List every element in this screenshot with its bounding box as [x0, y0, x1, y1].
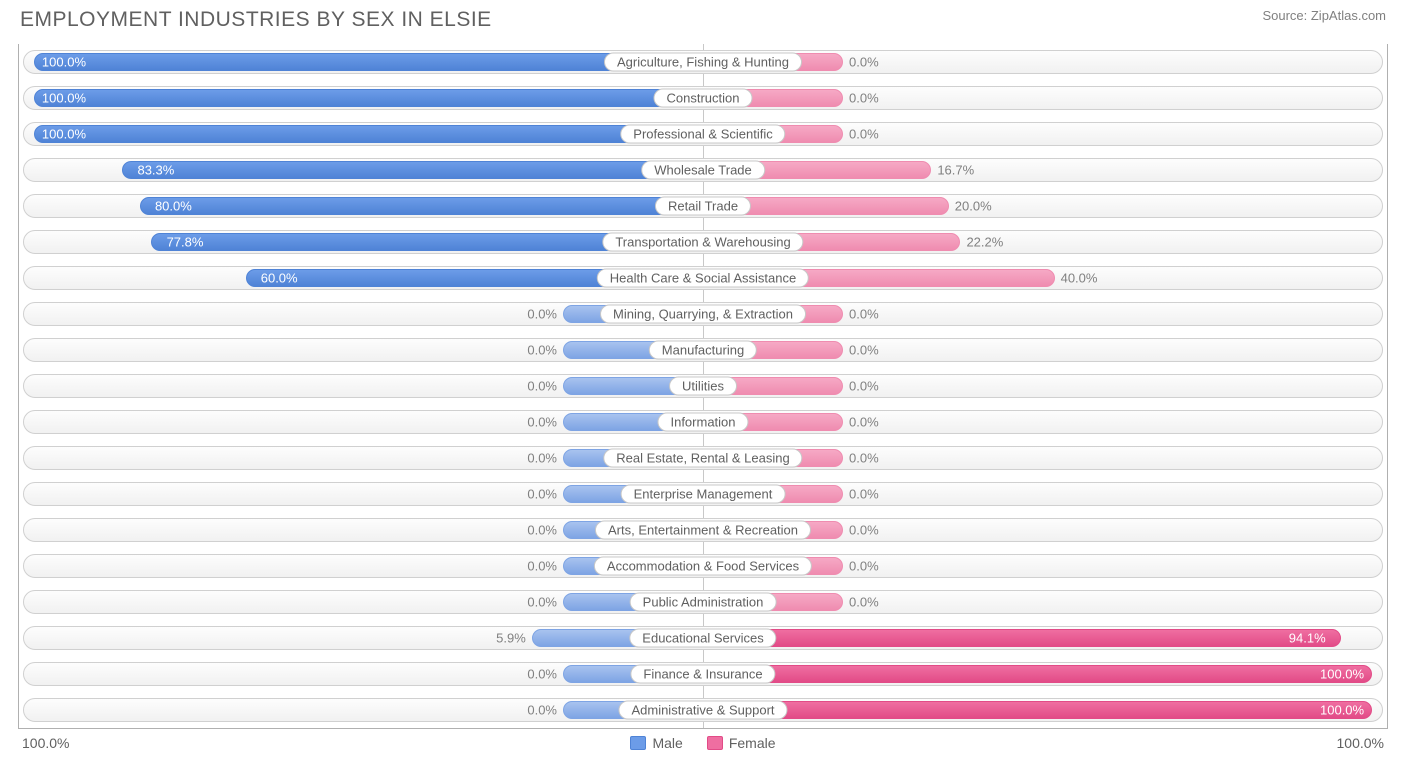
- chart-header: EMPLOYMENT INDUSTRIES BY SEX IN ELSIE So…: [0, 0, 1406, 36]
- category-label: Arts, Entertainment & Recreation: [595, 521, 811, 540]
- pct-label-male: 0.0%: [527, 307, 557, 322]
- category-label: Real Estate, Rental & Leasing: [603, 449, 802, 468]
- bar-male: [34, 53, 703, 71]
- chart-source: Source: ZipAtlas.com: [1262, 8, 1386, 23]
- pct-label-female: 0.0%: [849, 559, 879, 574]
- pct-label-male: 100.0%: [42, 127, 86, 142]
- legend-item-male: Male: [630, 735, 682, 751]
- pct-label-male: 80.0%: [155, 199, 192, 214]
- category-label: Manufacturing: [649, 341, 757, 360]
- category-label: Accommodation & Food Services: [594, 557, 812, 576]
- category-label: Administrative & Support: [618, 701, 787, 720]
- pct-label-male: 0.0%: [527, 451, 557, 466]
- bar-male: [122, 161, 703, 179]
- pct-label-female: 94.1%: [1289, 631, 1326, 646]
- pct-label-male: 0.0%: [527, 559, 557, 574]
- pct-label-female: 0.0%: [849, 487, 879, 502]
- pct-label-female: 100.0%: [1320, 703, 1364, 718]
- pct-label-female: 20.0%: [955, 199, 992, 214]
- pct-label-male: 0.0%: [527, 415, 557, 430]
- pct-label-female: 100.0%: [1320, 667, 1364, 682]
- pct-label-male: 100.0%: [42, 55, 86, 70]
- pct-label-male: 77.8%: [167, 235, 204, 250]
- pct-label-female: 0.0%: [849, 451, 879, 466]
- pct-label-female: 22.2%: [966, 235, 1003, 250]
- legend-swatch-female: [707, 736, 723, 750]
- pct-label-female: 0.0%: [849, 523, 879, 538]
- pct-label-male: 60.0%: [261, 271, 298, 286]
- category-label: Agriculture, Fishing & Hunting: [604, 53, 802, 72]
- pct-label-female: 0.0%: [849, 55, 879, 70]
- category-label: Mining, Quarrying, & Extraction: [600, 305, 806, 324]
- bar-female: [703, 701, 1372, 719]
- legend-item-female: Female: [707, 735, 776, 751]
- category-label: Retail Trade: [655, 197, 751, 216]
- axis-label-left: 100.0%: [22, 735, 69, 751]
- pct-label-male: 0.0%: [527, 379, 557, 394]
- chart-footer: 100.0% Male Female 100.0%: [0, 729, 1406, 751]
- pct-label-male: 0.0%: [527, 487, 557, 502]
- pct-label-male: 0.0%: [527, 595, 557, 610]
- pct-label-male: 0.0%: [527, 523, 557, 538]
- category-label: Professional & Scientific: [620, 125, 785, 144]
- pct-label-male: 83.3%: [137, 163, 174, 178]
- category-label: Transportation & Warehousing: [602, 233, 803, 252]
- category-label: Wholesale Trade: [641, 161, 765, 180]
- category-label: Utilities: [669, 377, 737, 396]
- pct-label-female: 0.0%: [849, 415, 879, 430]
- category-label: Enterprise Management: [621, 485, 786, 504]
- legend-label-female: Female: [729, 735, 776, 751]
- pct-label-female: 0.0%: [849, 91, 879, 106]
- category-label: Finance & Insurance: [630, 665, 775, 684]
- pct-label-female: 0.0%: [849, 379, 879, 394]
- legend-swatch-male: [630, 736, 646, 750]
- pct-label-male: 0.0%: [527, 343, 557, 358]
- pct-label-female: 0.0%: [849, 595, 879, 610]
- category-label: Construction: [654, 89, 753, 108]
- pct-label-female: 0.0%: [849, 127, 879, 142]
- chart-title: EMPLOYMENT INDUSTRIES BY SEX IN ELSIE: [20, 8, 492, 32]
- bar-male: [140, 197, 703, 215]
- pct-label-female: 16.7%: [937, 163, 974, 178]
- pct-label-female: 0.0%: [849, 307, 879, 322]
- chart-legend: Male Female: [630, 735, 775, 751]
- pct-label-female: 0.0%: [849, 343, 879, 358]
- legend-label-male: Male: [652, 735, 682, 751]
- bar-female: [703, 665, 1372, 683]
- pct-label-female: 40.0%: [1061, 271, 1098, 286]
- bar-male: [34, 89, 703, 107]
- pct-label-male: 0.0%: [527, 667, 557, 682]
- pct-label-male: 100.0%: [42, 91, 86, 106]
- category-label: Information: [657, 413, 748, 432]
- bar-male: [34, 125, 703, 143]
- chart-plot-area: 100.0% 0.0% Agriculture, Fishing & Hunting…: [18, 44, 1388, 729]
- category-label: Educational Services: [629, 629, 776, 648]
- pct-label-male: 5.9%: [496, 631, 526, 646]
- category-label: Public Administration: [630, 593, 777, 612]
- category-label: Health Care & Social Assistance: [597, 269, 809, 288]
- bar-female: [703, 629, 1341, 647]
- axis-label-right: 100.0%: [1337, 735, 1384, 751]
- pct-label-male: 0.0%: [527, 703, 557, 718]
